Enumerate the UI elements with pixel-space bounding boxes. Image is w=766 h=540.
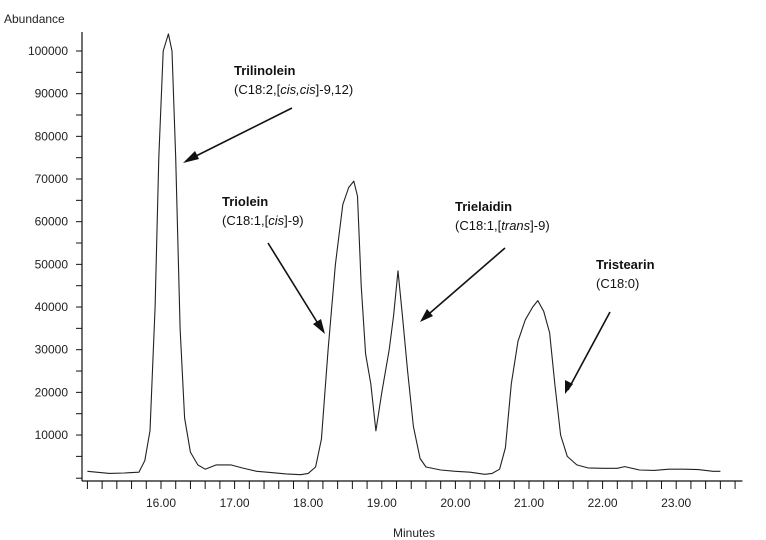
arrow-trilinolein (185, 107, 293, 162)
arrow-tristearin (567, 311, 611, 391)
annotation-title: Triolein (222, 194, 269, 209)
annotation-title: Trilinolein (234, 63, 296, 78)
annotation-formula: ]-9,12) (315, 82, 354, 97)
y-tick-label: 70000 (35, 172, 69, 186)
annotation-trilinolein: Trilinolein (C18:2,[cis,cis]-9,12) (234, 61, 353, 99)
chromatogram-trace (87, 33, 721, 476)
x-tick-label: 22.00 (588, 496, 618, 510)
x-tick-label: 16.00 (146, 496, 176, 510)
arrow-trielaidin (422, 247, 506, 320)
y-tick-label: 90000 (35, 87, 69, 101)
annotation-formula: (C18:0) (596, 276, 640, 291)
x-tick-label: 19.00 (367, 496, 397, 510)
annotation-formula-italic: cis (268, 213, 285, 228)
annotation-formula: ]-9) (284, 213, 304, 228)
x-tick-label: 20.00 (440, 496, 470, 510)
y-tick-label: 60000 (35, 215, 69, 229)
annotation-formula-italic: trans (501, 218, 531, 233)
arrow-triolein (267, 242, 323, 331)
x-tick-label: 18.00 (293, 496, 323, 510)
annotation-trielaidin: Trielaidin (C18:1,[trans]-9) (455, 197, 550, 235)
annotation-title: Trielaidin (455, 199, 513, 214)
x-tick-label: 21.00 (514, 496, 544, 510)
y-tick-label: 10000 (35, 428, 69, 442)
arrowhead-trielaidin (420, 309, 433, 322)
arrowhead-trilinolein (183, 151, 199, 163)
y-axis-label: Abundance (4, 12, 65, 26)
annotation-formula-italic: cis,cis (280, 82, 316, 97)
y-tick-label: 20000 (35, 385, 69, 399)
annotation-title: Tristearin (596, 257, 655, 272)
y-tick-label: 50000 (35, 257, 69, 271)
y-tick-label: 80000 (35, 129, 69, 143)
x-tick-label: 23.00 (661, 496, 691, 510)
annotation-formula: (C18:2,[ (234, 82, 281, 97)
annotation-tristearin: Tristearin (C18:0) (596, 255, 655, 293)
arrowhead-triolein (313, 319, 325, 334)
y-tick-label: 100000 (28, 44, 68, 58)
annotation-formula: ]-9) (530, 218, 550, 233)
arrowhead-tristearin (565, 380, 573, 394)
y-tick-label: 40000 (35, 300, 69, 314)
annotation-triolein: Triolein (C18:1,[cis]-9) (222, 192, 304, 230)
annotation-formula: (C18:1,[ (222, 213, 269, 228)
annotation-formula: (C18:1,[ (455, 218, 502, 233)
x-tick-label: 17.00 (220, 496, 250, 510)
y-tick-label: 30000 (35, 343, 69, 357)
